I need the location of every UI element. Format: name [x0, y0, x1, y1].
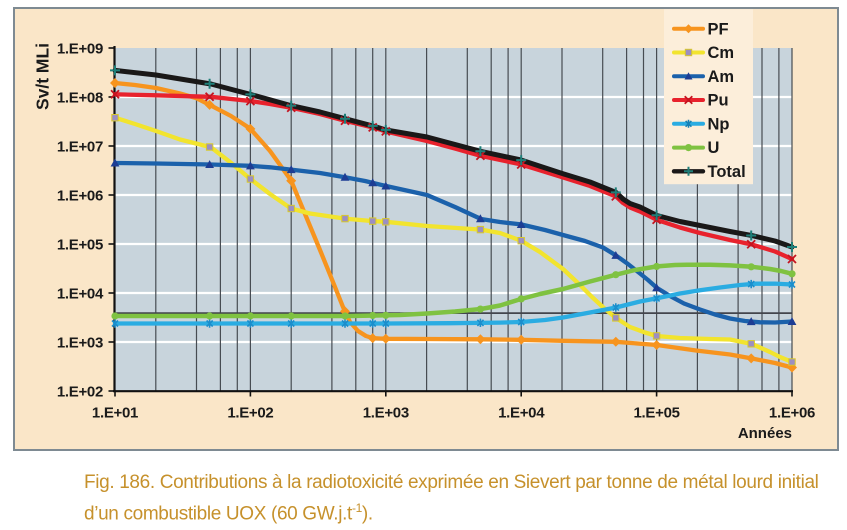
svg-text:1.E+07: 1.E+07 — [57, 138, 103, 155]
svg-text:1.E+08: 1.E+08 — [57, 89, 103, 106]
svg-text:1.E+03: 1.E+03 — [57, 334, 103, 351]
svg-text:1.E+05: 1.E+05 — [634, 405, 680, 422]
svg-text:1.E+05: 1.E+05 — [57, 236, 103, 253]
svg-text:Np: Np — [708, 115, 730, 133]
svg-text:1.E+04: 1.E+04 — [57, 285, 104, 302]
svg-text:Cm: Cm — [708, 44, 735, 62]
svg-text:Sv/t MLi: Sv/t MLi — [33, 43, 53, 110]
svg-text:1.E+06: 1.E+06 — [769, 405, 815, 422]
svg-text:Années: Années — [738, 425, 792, 442]
svg-text:1.E+02: 1.E+02 — [227, 405, 273, 422]
svg-text:1.E+02: 1.E+02 — [57, 383, 103, 400]
svg-text:Total: Total — [708, 163, 746, 181]
svg-text:1.E+03: 1.E+03 — [363, 405, 409, 422]
svg-text:1.E+01: 1.E+01 — [92, 405, 138, 422]
svg-text:PF: PF — [708, 20, 729, 38]
svg-text:1.E+06: 1.E+06 — [57, 187, 103, 204]
svg-text:Pu: Pu — [708, 92, 729, 110]
svg-text:Am: Am — [708, 68, 735, 86]
svg-text:U: U — [708, 139, 720, 157]
svg-text:1.E+09: 1.E+09 — [57, 40, 103, 57]
svg-text:1.E+04: 1.E+04 — [498, 405, 545, 422]
